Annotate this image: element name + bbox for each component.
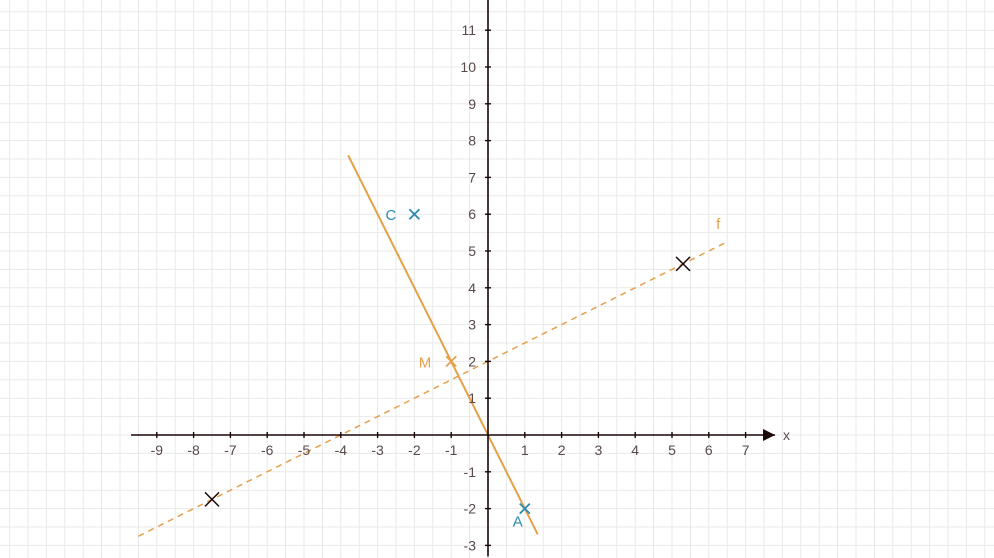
- y-tick-label: -3: [464, 537, 477, 553]
- y-tick-label: 4: [468, 280, 476, 296]
- y-tick-label: -2: [464, 501, 477, 517]
- x-tick-label: -6: [261, 442, 274, 458]
- x-tick-label: 2: [558, 442, 566, 458]
- plot-bg: [0, 0, 994, 558]
- x-tick-label: -7: [224, 442, 237, 458]
- x-tick-label: -3: [371, 442, 384, 458]
- y-tick-label: 3: [468, 317, 476, 333]
- y-tick-label: 1: [468, 390, 476, 406]
- x-tick-label: -2: [408, 442, 421, 458]
- x-tick-label: 3: [595, 442, 603, 458]
- x-tick-label: -5: [298, 442, 311, 458]
- x-axis-label: x: [783, 427, 790, 443]
- x-tick-label: 5: [668, 442, 676, 458]
- x-tick-label: -1: [445, 442, 458, 458]
- x-tick-label: 1: [521, 442, 529, 458]
- x-tick-label: -8: [187, 442, 200, 458]
- y-tick-label: 2: [468, 353, 476, 369]
- y-tick-label: -1: [464, 464, 477, 480]
- y-tick-label: 7: [468, 169, 476, 185]
- y-tick-label: 9: [468, 96, 476, 112]
- y-tick-label: 6: [468, 206, 476, 222]
- x-tick-label: 4: [631, 442, 639, 458]
- x-tick-label: 6: [705, 442, 713, 458]
- y-tick-label: 10: [460, 59, 476, 75]
- x-tick-label: -9: [151, 442, 164, 458]
- point-C-label: C: [386, 207, 397, 224]
- point-A-label: A: [513, 514, 523, 531]
- y-tick-label: 12: [460, 0, 476, 1]
- y-tick-label: 11: [461, 22, 476, 38]
- x-tick-label: 7: [742, 442, 750, 458]
- coordinate-plot: f-9-8-7-6-5-4-3-2-11234567-3-2-112345678…: [0, 0, 994, 558]
- x-tick-label: -4: [335, 442, 348, 458]
- y-tick-label: 8: [468, 133, 476, 149]
- point-M-label: M: [419, 354, 432, 371]
- y-tick-label: 5: [468, 243, 476, 259]
